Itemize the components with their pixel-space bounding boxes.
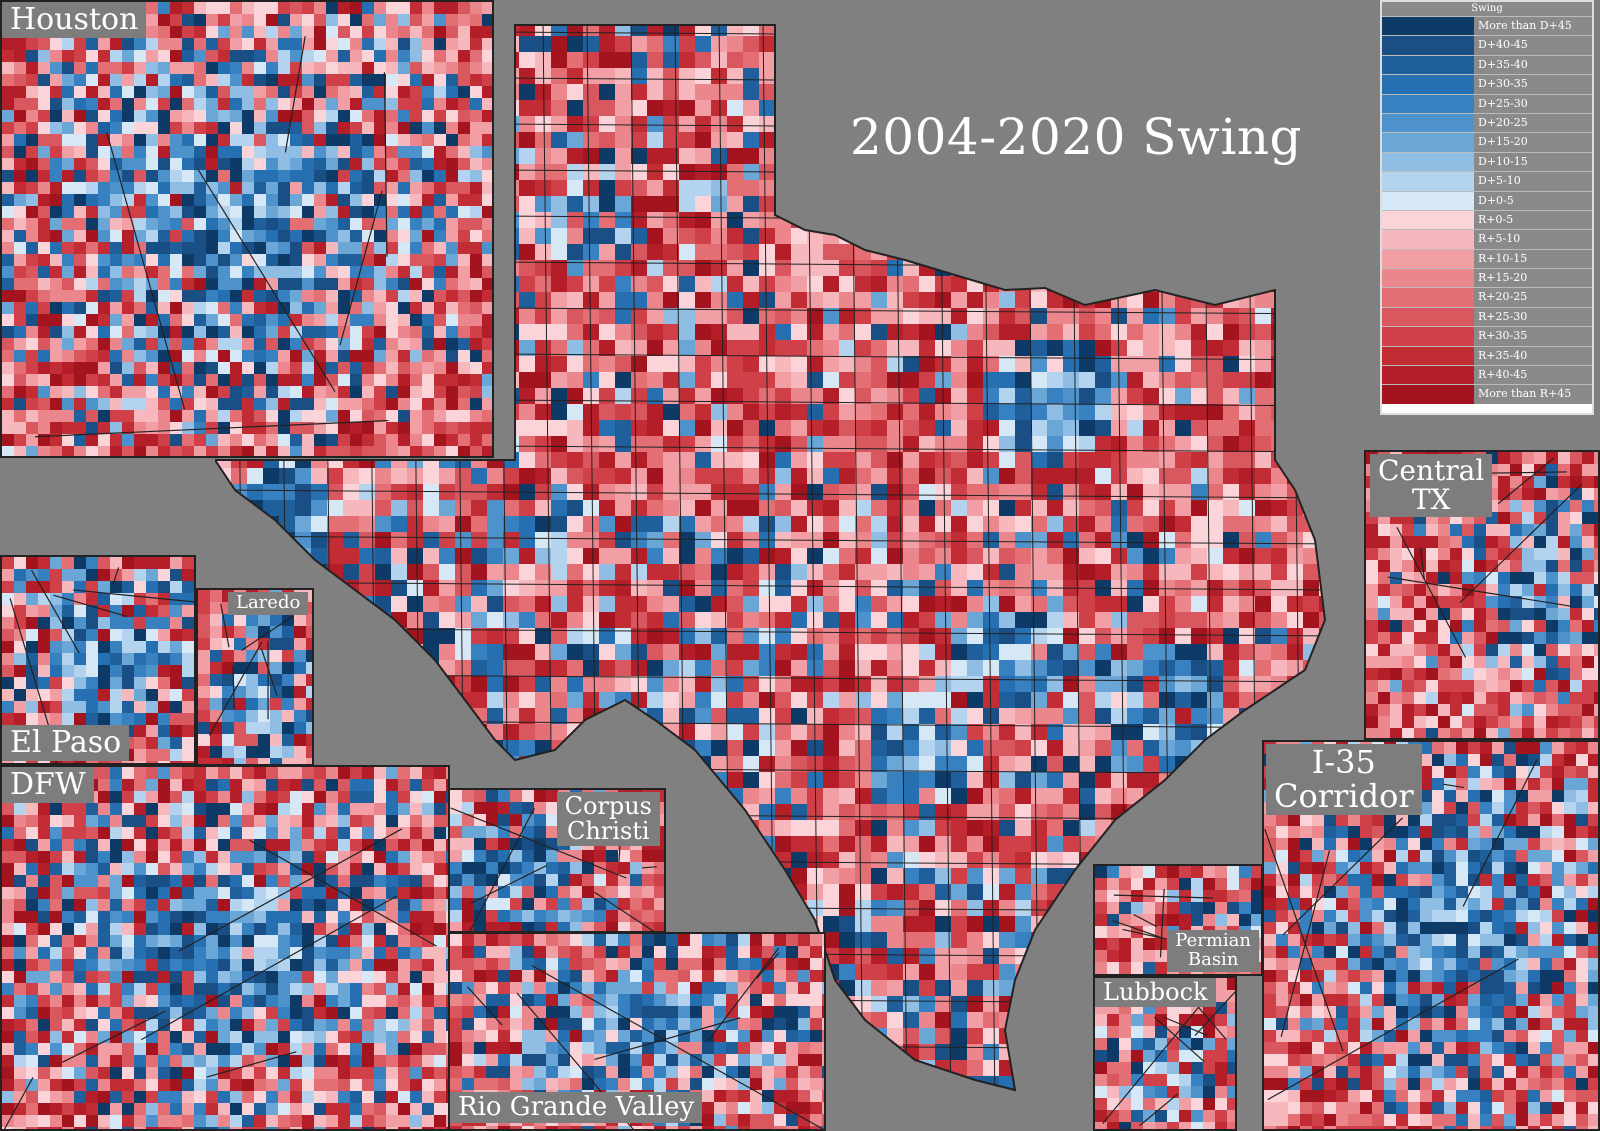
inset-permian-basin: Permian Basin xyxy=(1093,864,1263,976)
legend-label: D+40-45 xyxy=(1474,36,1592,55)
legend-title: Swing xyxy=(1382,2,1592,16)
legend-row: D+40-45 xyxy=(1382,35,1592,55)
inset-label-i35-corridor: I-35 Corridor xyxy=(1266,744,1422,816)
legend-swatch xyxy=(1382,327,1474,346)
legend-swatch xyxy=(1382,55,1474,75)
inset-corpus-christi: Corpus Christi xyxy=(448,788,666,933)
legend-label: R+0-5 xyxy=(1474,210,1592,230)
legend-swatch xyxy=(1382,191,1474,210)
legend-row: R+25-30 xyxy=(1382,306,1592,327)
legend-swatch xyxy=(1382,36,1474,55)
legend-swatch xyxy=(1382,133,1474,152)
inset-label-rio-grande-valley: Rio Grande Valley xyxy=(450,1092,703,1124)
legend-row: D+10-15 xyxy=(1382,151,1592,172)
legend-swatch xyxy=(1382,172,1474,191)
legend-swatch xyxy=(1382,152,1474,172)
inset-label-permian-basin: Permian Basin xyxy=(1167,930,1259,972)
legend-label: D+35-40 xyxy=(1474,55,1592,75)
legend-label: R+15-20 xyxy=(1474,269,1592,288)
legend-swatch xyxy=(1382,249,1474,269)
legend-row: More than D+45 xyxy=(1382,16,1592,36)
legend-label: R+25-30 xyxy=(1474,307,1592,327)
legend-swatch xyxy=(1382,288,1474,307)
legend-rows: More than D+45 D+40-45 D+35-40 D+30-35 D+25-… xyxy=(1382,16,1592,404)
legend-label: R+10-15 xyxy=(1474,249,1592,269)
legend-label: R+20-25 xyxy=(1474,288,1592,307)
laredo-map xyxy=(198,590,312,764)
dfw-map xyxy=(2,767,448,1129)
legend-row: R+20-25 xyxy=(1382,287,1592,307)
inset-rio-grande-valley: Rio Grande Valley xyxy=(448,932,826,1131)
inset-label-central-tx: Central TX xyxy=(1370,454,1493,517)
legend-row: R+40-45 xyxy=(1382,365,1592,385)
legend-label: D+25-30 xyxy=(1474,94,1592,113)
inset-label-corpus-christi: Corpus Christi xyxy=(556,792,660,847)
legend-label: D+15-20 xyxy=(1474,133,1592,152)
inset-label-dfw: DFW xyxy=(2,767,94,803)
legend-row: D+15-20 xyxy=(1382,132,1592,152)
inset-el-paso: El Paso xyxy=(0,555,196,765)
inset-i35-corridor: I-35 Corridor xyxy=(1262,740,1600,1131)
legend-swatch xyxy=(1382,346,1474,366)
legend-label: D+0-5 xyxy=(1474,191,1592,210)
legend-row: D+35-40 xyxy=(1382,54,1592,75)
legend-swatch xyxy=(1382,366,1474,385)
inset-label-el-paso: El Paso xyxy=(2,725,130,761)
legend-label: D+30-35 xyxy=(1474,75,1592,94)
inset-cells xyxy=(2,2,492,456)
i35-corridor-map xyxy=(1264,742,1598,1129)
legend-label: D+20-25 xyxy=(1474,113,1592,133)
legend-label: R+30-35 xyxy=(1474,327,1592,346)
inset-label-lubbock: Lubbock xyxy=(1095,978,1216,1008)
legend-label: R+40-45 xyxy=(1474,366,1592,385)
legend-swatch xyxy=(1382,307,1474,327)
inset-houston: Houston xyxy=(0,0,494,458)
texas-outline xyxy=(215,24,1327,1092)
legend-row: R+10-15 xyxy=(1382,248,1592,269)
legend-row: D+5-10 xyxy=(1382,171,1592,191)
legend: Swing More than D+45 D+40-45 D+35-40 D+30-3… xyxy=(1380,0,1594,415)
legend-row: D+20-25 xyxy=(1382,112,1592,133)
legend-row: D+0-5 xyxy=(1382,190,1592,210)
legend-label: More than R+45 xyxy=(1474,385,1592,404)
legend-row: R+30-35 xyxy=(1382,326,1592,346)
legend-label: R+35-40 xyxy=(1474,346,1592,366)
inset-cells xyxy=(198,590,312,764)
legend-label: D+10-15 xyxy=(1474,152,1592,172)
inset-central-tx: Central TX xyxy=(1364,450,1600,740)
legend-row: R+5-10 xyxy=(1382,229,1592,249)
legend-swatch xyxy=(1382,17,1474,36)
legend-label: D+5-10 xyxy=(1474,172,1592,191)
legend-row: R+0-5 xyxy=(1382,209,1592,230)
inset-laredo: Laredo xyxy=(196,588,314,766)
legend-row: D+30-35 xyxy=(1382,74,1592,94)
houston-map xyxy=(2,2,492,456)
legend-swatch xyxy=(1382,113,1474,133)
inset-cells xyxy=(2,767,448,1129)
inset-dfw: DFW xyxy=(0,765,450,1131)
legend-row: R+15-20 xyxy=(1382,268,1592,288)
legend-row: More than R+45 xyxy=(1382,384,1592,404)
legend-row: R+35-40 xyxy=(1382,345,1592,366)
legend-swatch xyxy=(1382,94,1474,113)
legend-row: D+25-30 xyxy=(1382,93,1592,113)
map-title: 2004-2020 Swing xyxy=(850,108,1303,166)
legend-swatch xyxy=(1382,210,1474,230)
legend-swatch xyxy=(1382,269,1474,288)
inset-label-laredo: Laredo xyxy=(228,592,309,615)
legend-swatch xyxy=(1382,75,1474,94)
inset-lubbock: Lubbock xyxy=(1093,976,1237,1131)
legend-label: R+5-10 xyxy=(1474,230,1592,249)
inset-cells xyxy=(1264,742,1598,1129)
inset-label-houston: Houston xyxy=(2,2,147,38)
legend-label: More than D+45 xyxy=(1474,17,1592,36)
legend-swatch xyxy=(1382,230,1474,249)
legend-swatch xyxy=(1382,385,1474,404)
